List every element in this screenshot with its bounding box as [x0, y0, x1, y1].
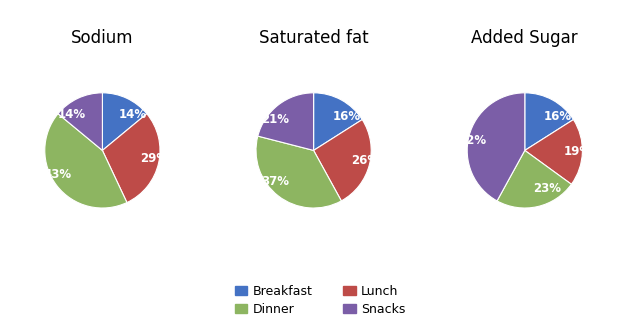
Wedge shape: [497, 150, 572, 208]
Wedge shape: [525, 93, 573, 150]
Wedge shape: [314, 93, 362, 150]
Text: 42%: 42%: [459, 134, 487, 147]
Title: Added Sugar: Added Sugar: [472, 29, 578, 47]
Text: 29%: 29%: [141, 152, 169, 165]
Text: 26%: 26%: [351, 154, 380, 167]
Text: 16%: 16%: [332, 110, 360, 123]
Title: Sodium: Sodium: [71, 29, 134, 47]
Wedge shape: [58, 93, 102, 150]
Text: 19%: 19%: [564, 145, 592, 158]
Text: 43%: 43%: [44, 168, 72, 181]
Text: 23%: 23%: [533, 182, 561, 195]
Wedge shape: [467, 93, 525, 201]
Wedge shape: [45, 114, 127, 208]
Wedge shape: [258, 93, 314, 150]
Wedge shape: [102, 93, 147, 150]
Text: 14%: 14%: [58, 109, 86, 121]
Text: 14%: 14%: [119, 109, 147, 121]
Wedge shape: [102, 114, 160, 202]
Legend: Breakfast, Dinner, Lunch, Snacks: Breakfast, Dinner, Lunch, Snacks: [230, 280, 410, 321]
Wedge shape: [256, 136, 341, 208]
Text: 37%: 37%: [262, 175, 289, 188]
Wedge shape: [314, 120, 371, 201]
Text: 21%: 21%: [262, 113, 289, 126]
Text: 16%: 16%: [543, 110, 572, 123]
Wedge shape: [525, 120, 582, 184]
Title: Saturated fat: Saturated fat: [259, 29, 369, 47]
